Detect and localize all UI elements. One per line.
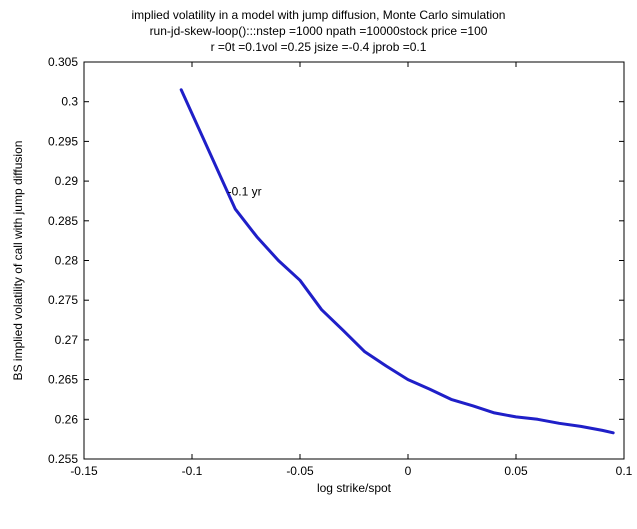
y-tick-label: 0.3 — [61, 95, 78, 109]
y-tick-label: 0.265 — [48, 373, 78, 387]
y-tick-label: 0.285 — [48, 214, 78, 228]
y-tick-label: 0.295 — [48, 134, 78, 148]
chart-title-line-2: run-jd-skew-loop():::nstep =1000 npath =… — [149, 24, 488, 38]
y-axis-label: BS implied volatility of call with jump … — [11, 141, 25, 381]
plot-area-frame — [83, 61, 625, 460]
x-tick-label: -0.15 — [70, 464, 98, 478]
x-tick-label: -0.1 — [182, 464, 203, 478]
x-tick-label: -0.05 — [286, 464, 314, 478]
chart-title-line-3: r =0t =0.1vol =0.25 jsize =-0.4 jprob =0… — [210, 40, 427, 54]
series-line — [179, 88, 615, 435]
y-tick-label: 0.305 — [48, 55, 78, 69]
x-tick-label: 0.1 — [616, 464, 633, 478]
x-axis-label: log strike/spot — [317, 481, 392, 495]
y-tick-label: 0.255 — [48, 452, 78, 466]
y-tick-label: 0.28 — [55, 254, 79, 268]
y-tick-label: 0.26 — [55, 412, 79, 426]
x-tick-label: 0 — [405, 464, 412, 478]
chart-title-line-1: implied volatility in a model with jump … — [131, 8, 506, 22]
y-tick-label: 0.29 — [55, 174, 79, 188]
annotation-label: -0.1 yr — [228, 184, 262, 198]
y-tick-label: 0.27 — [55, 333, 79, 347]
x-tick-label: 0.05 — [504, 464, 528, 478]
y-tick-label: 0.275 — [48, 293, 78, 307]
